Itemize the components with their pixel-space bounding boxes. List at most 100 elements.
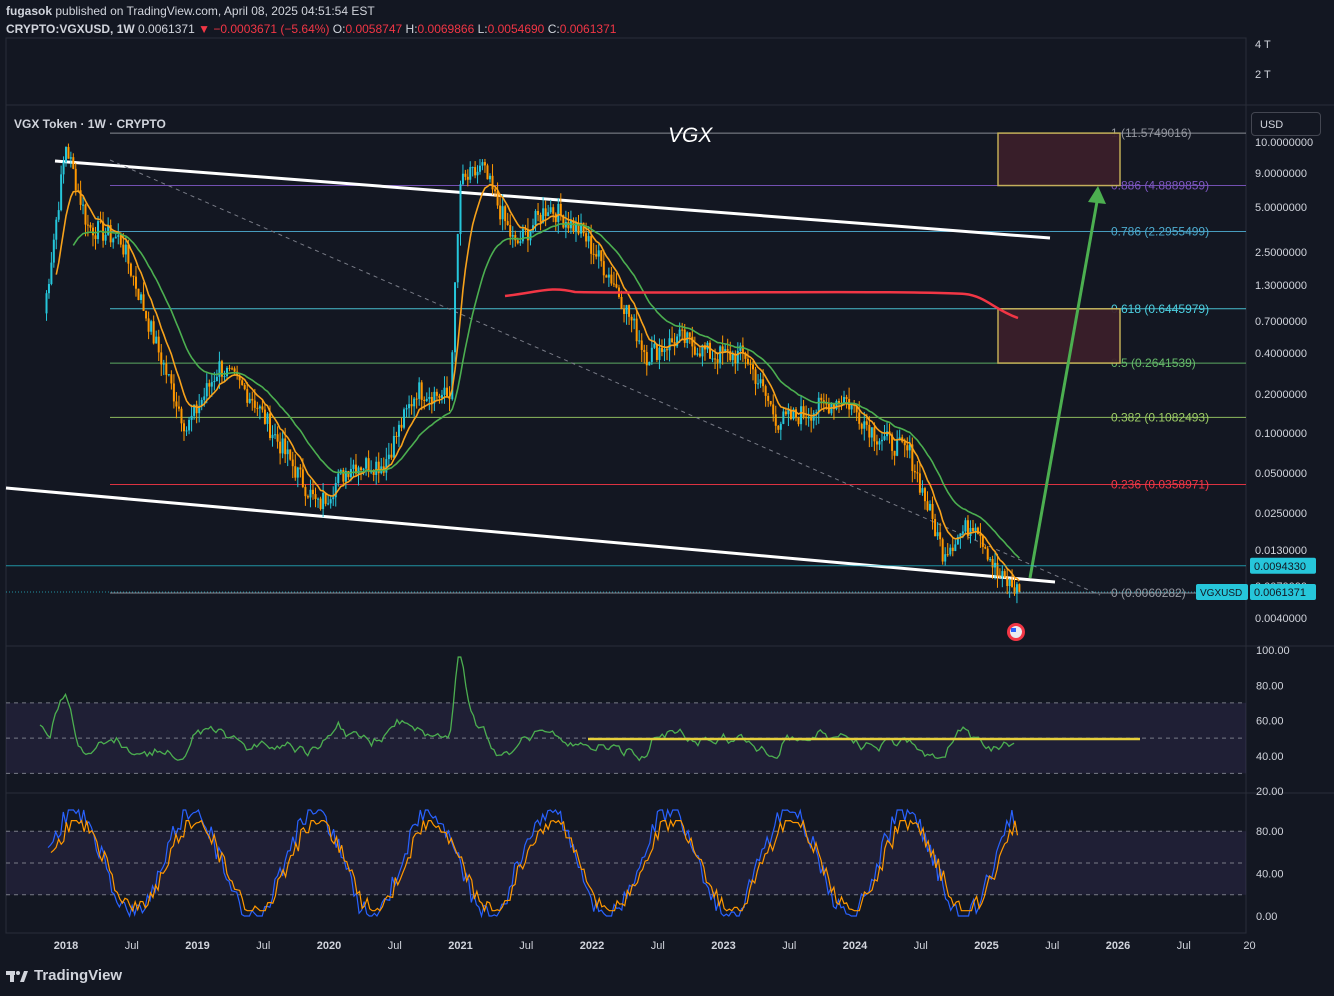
candle-body[interactable] <box>676 336 679 347</box>
candle-body[interactable] <box>643 349 646 353</box>
candle-body[interactable] <box>140 294 143 301</box>
candle-body[interactable] <box>850 404 853 410</box>
candle-body[interactable] <box>446 387 449 397</box>
candle-body[interactable] <box>266 413 269 424</box>
candle-body[interactable] <box>109 224 112 243</box>
candle-body[interactable] <box>810 417 813 421</box>
candle-body[interactable] <box>213 381 216 383</box>
candle-body[interactable] <box>986 548 989 560</box>
candle-body[interactable] <box>296 467 299 478</box>
candle-body[interactable] <box>410 404 413 407</box>
candle-body[interactable] <box>825 403 828 405</box>
candle-body[interactable] <box>122 244 125 255</box>
candle-body[interactable] <box>344 470 347 482</box>
candle-body[interactable] <box>1003 571 1006 578</box>
candle-body[interactable] <box>190 415 193 420</box>
candle-body[interactable] <box>496 191 499 206</box>
candle-body[interactable] <box>322 492 325 510</box>
candle-body[interactable] <box>787 409 790 415</box>
candle-body[interactable] <box>395 435 398 437</box>
candle-body[interactable] <box>268 413 271 439</box>
candle-body[interactable] <box>408 404 411 409</box>
candle-body[interactable] <box>964 520 967 532</box>
candle-body[interactable] <box>294 466 297 478</box>
candle-body[interactable] <box>82 204 85 206</box>
candle-body[interactable] <box>301 469 304 487</box>
candle-body[interactable] <box>155 336 158 344</box>
candle-body[interactable] <box>764 386 767 396</box>
candle-body[interactable] <box>683 329 686 344</box>
rsi-line[interactable] <box>39 656 1015 762</box>
candle-body[interactable] <box>365 458 368 469</box>
candle-body[interactable] <box>418 382 421 399</box>
candle-body[interactable] <box>544 208 547 217</box>
candle-body[interactable] <box>898 437 901 440</box>
candle-body[interactable] <box>377 461 380 474</box>
candle-body[interactable] <box>585 233 588 242</box>
candle-body[interactable] <box>638 340 641 342</box>
candle-body[interactable] <box>873 427 876 442</box>
candle-body[interactable] <box>845 397 848 399</box>
candle-body[interactable] <box>602 261 605 276</box>
candle-body[interactable] <box>716 359 719 363</box>
candle-body[interactable] <box>309 489 312 498</box>
candle-body[interactable] <box>1006 577 1009 587</box>
candle-body[interactable] <box>562 215 565 228</box>
candle-body[interactable] <box>251 398 254 401</box>
candle-body[interactable] <box>461 173 464 185</box>
candle-body[interactable] <box>994 562 997 568</box>
candle-body[interactable] <box>534 210 537 226</box>
candle-body[interactable] <box>180 408 183 424</box>
candle-body[interactable] <box>74 168 77 191</box>
candle-body[interactable] <box>949 547 952 555</box>
candle-body[interactable] <box>789 409 792 419</box>
candle-body[interactable] <box>433 391 436 404</box>
candle-body[interactable] <box>981 536 984 547</box>
candle-body[interactable] <box>84 204 87 225</box>
candle-body[interactable] <box>542 208 545 223</box>
candle-body[interactable] <box>574 222 577 232</box>
candle-body[interactable] <box>663 349 666 352</box>
candle-body[interactable] <box>226 367 229 377</box>
candle-body[interactable] <box>744 353 747 359</box>
candle-body[interactable] <box>281 438 284 454</box>
candle-body[interactable] <box>306 496 309 498</box>
candle-body[interactable] <box>387 454 390 460</box>
candle-body[interactable] <box>220 361 223 377</box>
candle-body[interactable] <box>660 347 663 352</box>
candle-body[interactable] <box>428 396 431 399</box>
candle-body[interactable] <box>746 358 749 364</box>
candle-body[interactable] <box>883 436 886 440</box>
candle-body[interactable] <box>878 441 881 445</box>
candle-body[interactable] <box>597 250 600 257</box>
candle-body[interactable] <box>678 329 681 337</box>
candle-body[interactable] <box>635 318 638 342</box>
candle-body[interactable] <box>724 349 727 353</box>
candle-body[interactable] <box>97 221 100 240</box>
candle-body[interactable] <box>319 498 322 510</box>
candle-body[interactable] <box>367 458 370 473</box>
candle-body[interactable] <box>961 531 964 534</box>
candle-body[interactable] <box>160 352 163 365</box>
candle-body[interactable] <box>1015 584 1018 594</box>
candle-body[interactable] <box>440 394 443 398</box>
candle-body[interactable] <box>996 562 999 577</box>
candle-body[interactable] <box>941 539 944 562</box>
candle-body[interactable] <box>549 207 552 213</box>
candle-body[interactable] <box>666 349 669 351</box>
candle-body[interactable] <box>951 547 954 552</box>
candle-body[interactable] <box>405 408 408 410</box>
candle-body[interactable] <box>916 472 919 474</box>
candle-body[interactable] <box>223 376 226 378</box>
candle-body[interactable] <box>50 262 53 285</box>
candle-body[interactable] <box>248 398 251 403</box>
candle-body[interactable] <box>972 528 975 532</box>
tradingview-logo[interactable]: TradingView <box>6 967 122 984</box>
candle-body[interactable] <box>769 401 772 405</box>
candle-body[interactable] <box>228 367 231 369</box>
candle-body[interactable] <box>47 284 50 294</box>
candle-body[interactable] <box>671 338 674 343</box>
candle-body[interactable] <box>246 389 249 403</box>
candle-body[interactable] <box>291 459 294 467</box>
candle-body[interactable] <box>372 471 375 475</box>
